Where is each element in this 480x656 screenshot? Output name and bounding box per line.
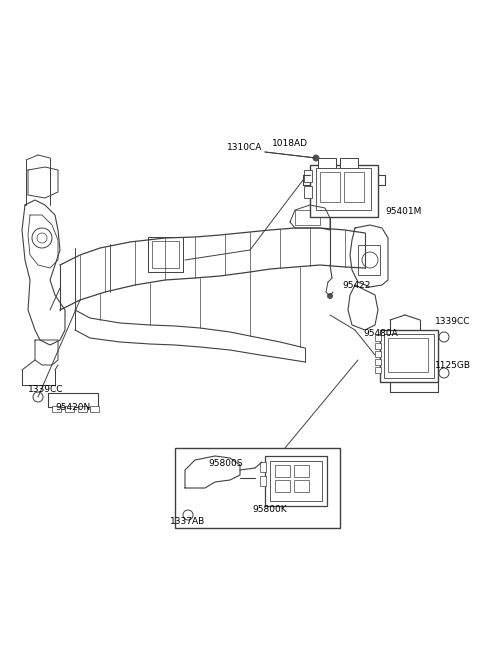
Circle shape [183, 510, 193, 520]
Bar [375, 367, 381, 373]
Text: 1018AD: 1018AD [272, 140, 308, 148]
Bar [384, 334, 434, 378]
Text: 95800S: 95800S [208, 459, 242, 468]
Bar [260, 462, 266, 472]
Bar [340, 158, 358, 168]
Bar [380, 330, 438, 382]
Bar [304, 170, 312, 182]
Bar [275, 480, 290, 492]
Text: 95800K: 95800K [252, 506, 287, 514]
Circle shape [440, 333, 448, 341]
Circle shape [32, 228, 52, 248]
Text: 95422: 95422 [342, 281, 371, 289]
Bar [358, 245, 380, 275]
Text: 95420N: 95420N [55, 403, 90, 413]
Circle shape [312, 155, 320, 161]
Bar [375, 343, 381, 349]
Text: 1310CA: 1310CA [227, 144, 262, 152]
Bar [316, 168, 371, 210]
Text: 1339CC: 1339CC [28, 386, 63, 394]
Bar [260, 476, 266, 486]
Bar [375, 335, 381, 341]
Text: 95401M: 95401M [385, 207, 421, 216]
Bar [152, 241, 179, 268]
Bar [65, 406, 74, 412]
Circle shape [362, 252, 378, 268]
Bar [388, 338, 428, 372]
Bar [270, 461, 322, 501]
Bar [320, 172, 340, 202]
Bar [90, 406, 99, 412]
Bar [265, 456, 327, 506]
Bar [344, 172, 364, 202]
Circle shape [37, 233, 47, 243]
Bar [52, 406, 61, 412]
Text: 1339CC: 1339CC [435, 318, 470, 327]
Text: 95480A: 95480A [363, 329, 398, 337]
Circle shape [439, 332, 449, 342]
Circle shape [440, 369, 448, 377]
Bar [148, 237, 183, 272]
Bar [295, 210, 320, 225]
Bar [275, 465, 290, 477]
Bar [304, 186, 312, 198]
Text: 1337AB: 1337AB [170, 518, 205, 527]
Bar [78, 406, 87, 412]
Bar [294, 465, 309, 477]
Bar [310, 165, 378, 217]
Circle shape [34, 393, 42, 401]
Bar [375, 351, 381, 357]
Bar [318, 158, 336, 168]
Circle shape [327, 293, 333, 299]
Circle shape [184, 511, 192, 519]
Circle shape [33, 392, 43, 402]
Text: 1125GB: 1125GB [435, 361, 471, 369]
Bar [48, 393, 98, 407]
Bar [375, 359, 381, 365]
Circle shape [439, 368, 449, 378]
Bar [294, 480, 309, 492]
Bar [175, 448, 340, 528]
